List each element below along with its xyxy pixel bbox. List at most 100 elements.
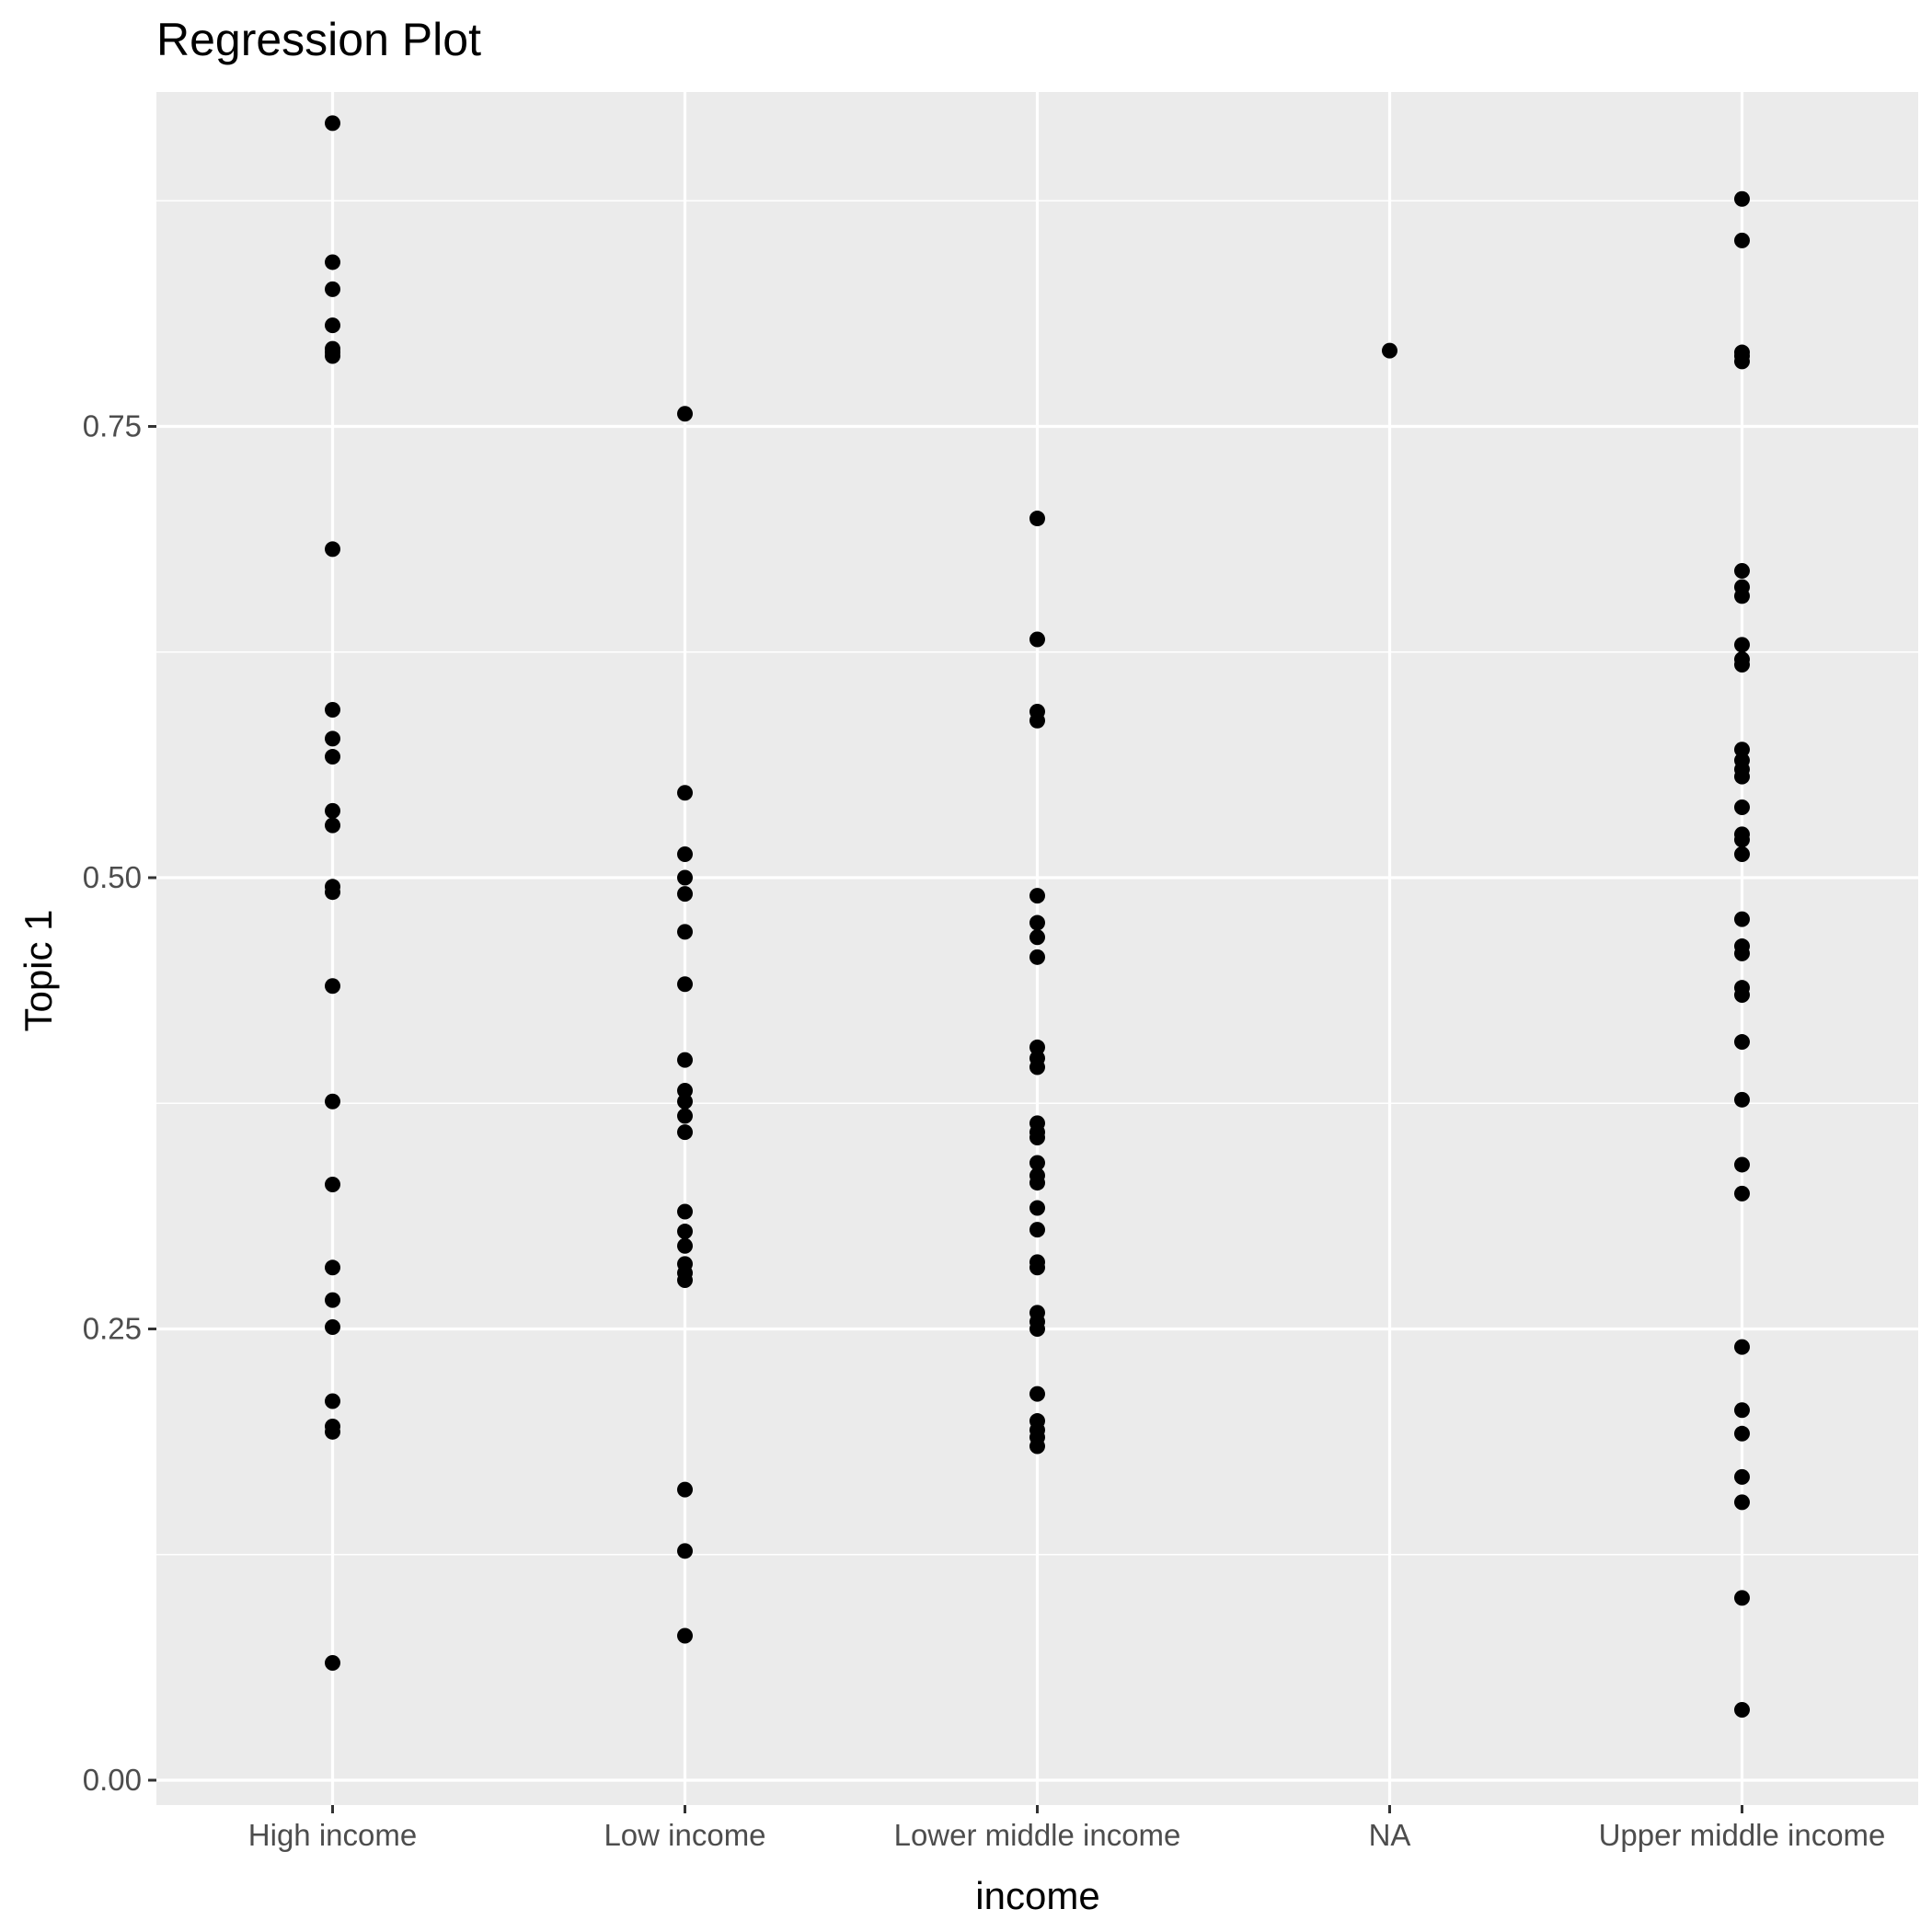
- data-point: [325, 1319, 340, 1336]
- y-tick-label: 0.75: [83, 409, 142, 443]
- data-point: [677, 1124, 693, 1141]
- data-point: [325, 749, 340, 765]
- data-point: [1029, 949, 1045, 965]
- y-axis-title: Topic 1: [17, 909, 60, 1031]
- x-tick-label: Upper middle income: [1599, 1818, 1886, 1852]
- data-point: [1734, 190, 1750, 207]
- data-point: [325, 1292, 340, 1308]
- data-point: [1734, 588, 1750, 604]
- data-point: [1734, 1034, 1750, 1051]
- data-point: [1734, 987, 1750, 1004]
- y-tick-label: 0.50: [83, 860, 142, 894]
- data-point: [1734, 562, 1750, 579]
- data-point: [677, 785, 693, 801]
- data-point: [1734, 353, 1750, 370]
- data-point: [677, 406, 693, 422]
- data-point: [1734, 911, 1750, 927]
- x-axis-title: income: [975, 1874, 1099, 1917]
- data-point: [677, 1481, 693, 1498]
- data-point: [1734, 742, 1750, 758]
- data-point: [1734, 1468, 1750, 1485]
- data-point: [325, 884, 340, 901]
- data-point: [1029, 1321, 1045, 1337]
- data-point: [677, 976, 693, 993]
- data-point: [1029, 1438, 1045, 1455]
- data-point: [677, 1627, 693, 1644]
- data-point: [325, 1654, 340, 1671]
- data-point: [677, 1543, 693, 1559]
- data-point: [1734, 1402, 1750, 1419]
- x-axis: High income Low income Lower middle income…: [248, 1805, 1886, 1852]
- data-point: [677, 924, 693, 940]
- data-point: [325, 702, 340, 719]
- data-point: [325, 817, 340, 834]
- data-point: [1734, 1701, 1750, 1718]
- data-point: [1734, 637, 1750, 653]
- data-point: [1029, 1175, 1045, 1191]
- data-point: [1029, 631, 1045, 648]
- data-point: [1029, 1222, 1045, 1238]
- data-point: [677, 845, 693, 862]
- data-point: [1029, 712, 1045, 729]
- data-point: [1734, 845, 1750, 862]
- data-point: [325, 1177, 340, 1193]
- data-point: [1734, 832, 1750, 848]
- data-point: [1029, 1059, 1045, 1075]
- data-point: [1734, 1425, 1750, 1442]
- data-point: [1029, 1039, 1045, 1055]
- data-point: [677, 1224, 693, 1240]
- y-tick-label: 0.00: [83, 1763, 142, 1797]
- data-point: [1029, 1259, 1045, 1276]
- data-point: [1029, 1155, 1045, 1171]
- data-point: [677, 1093, 693, 1110]
- data-point: [1734, 768, 1750, 785]
- data-point: [1734, 1494, 1750, 1511]
- y-axis: 0.00 0.25 0.50 0.75: [83, 409, 156, 1797]
- data-point: [1734, 1590, 1750, 1606]
- data-point: [325, 317, 340, 334]
- data-point: [1029, 511, 1045, 527]
- data-point: [325, 348, 340, 364]
- data-point: [1734, 1339, 1750, 1355]
- data-point: [677, 869, 693, 886]
- data-point: [677, 1108, 693, 1124]
- data-point: [325, 281, 340, 297]
- data-point: [1734, 1091, 1750, 1108]
- data-point: [1029, 929, 1045, 946]
- data-point: [1734, 945, 1750, 961]
- data-point: [325, 730, 340, 747]
- x-tick-label: Lower middle income: [894, 1818, 1181, 1852]
- data-point: [677, 1083, 693, 1099]
- data-point: [325, 115, 340, 132]
- x-tick-label: NA: [1369, 1818, 1411, 1852]
- data-point: [1029, 914, 1045, 931]
- data-point: [1029, 1386, 1045, 1402]
- chart-title: Regression Plot: [156, 14, 481, 65]
- data-point: [1029, 1130, 1045, 1146]
- data-point: [325, 978, 340, 995]
- data-point: [1734, 656, 1750, 673]
- data-point: [1734, 799, 1750, 815]
- data-point: [677, 1237, 693, 1254]
- data-point: [677, 1052, 693, 1068]
- data-point: [1734, 1185, 1750, 1202]
- data-points: [325, 115, 1750, 1718]
- data-point: [325, 802, 340, 819]
- data-point: [325, 1093, 340, 1110]
- data-point: [1382, 342, 1397, 359]
- x-tick-label: Low income: [604, 1818, 765, 1852]
- data-point: [1029, 1200, 1045, 1216]
- y-tick-label: 0.25: [83, 1312, 142, 1346]
- data-point: [325, 1393, 340, 1409]
- data-point: [677, 1203, 693, 1220]
- data-point: [1734, 232, 1750, 248]
- data-point: [325, 541, 340, 558]
- data-point: [677, 1272, 693, 1289]
- data-point: [677, 886, 693, 903]
- x-tick-label: High income: [248, 1818, 417, 1852]
- data-point: [325, 1259, 340, 1276]
- data-point: [1029, 888, 1045, 904]
- data-point: [1734, 1156, 1750, 1173]
- data-point: [325, 1423, 340, 1440]
